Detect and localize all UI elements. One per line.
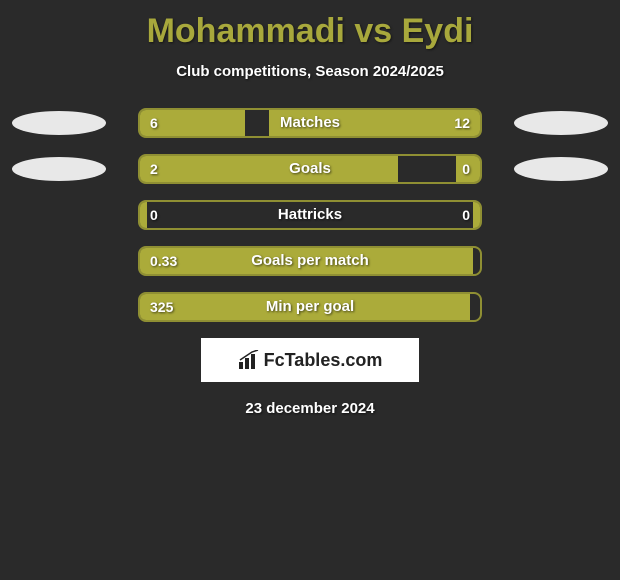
stat-row: Goals per match0.33 [0,246,620,276]
stat-row: Min per goal325 [0,292,620,322]
stat-label: Matches [140,110,480,136]
stat-value-left: 2 [150,156,158,182]
stat-row: Hattricks0 0 [0,200,620,230]
stat-label: Goals [140,156,480,182]
stat-row: Matches6 12 [0,108,620,138]
logo-text: FcTables.com [264,350,383,371]
page-title: Mohammadi vs Eydi [0,0,620,51]
stat-label: Hattricks [140,202,480,228]
logo: FcTables.com [238,350,383,371]
stat-value-left: 0 [150,202,158,228]
bar-track: Goals per match0.33 [138,246,482,276]
stat-row: Goals2 0 [0,154,620,184]
bar-track: Min per goal325 [138,292,482,322]
chart-icon [238,350,260,370]
bar-track: Hattricks0 0 [138,200,482,230]
stat-value-right: 12 [454,110,470,136]
stat-value-left: 6 [150,110,158,136]
date-label: 23 december 2024 [0,400,620,417]
stat-value-right: 0 [462,156,470,182]
logo-box: FcTables.com [201,338,419,382]
stat-label: Min per goal [140,294,480,320]
subtitle: Club competitions, Season 2024/2025 [0,63,620,80]
player-avatar-right [514,157,608,181]
stat-label: Goals per match [140,248,480,274]
stat-value-right: 0 [462,202,470,228]
player-avatar-right [514,111,608,135]
player-avatar-left [12,111,106,135]
stat-value-left: 0.33 [150,248,177,274]
comparison-chart: Matches612Goals20Hattricks00Goals per ma… [0,108,620,322]
stat-value-left: 325 [150,294,173,320]
player-avatar-left [12,157,106,181]
bar-track: Goals2 0 [138,154,482,184]
bar-track: Matches6 12 [138,108,482,138]
